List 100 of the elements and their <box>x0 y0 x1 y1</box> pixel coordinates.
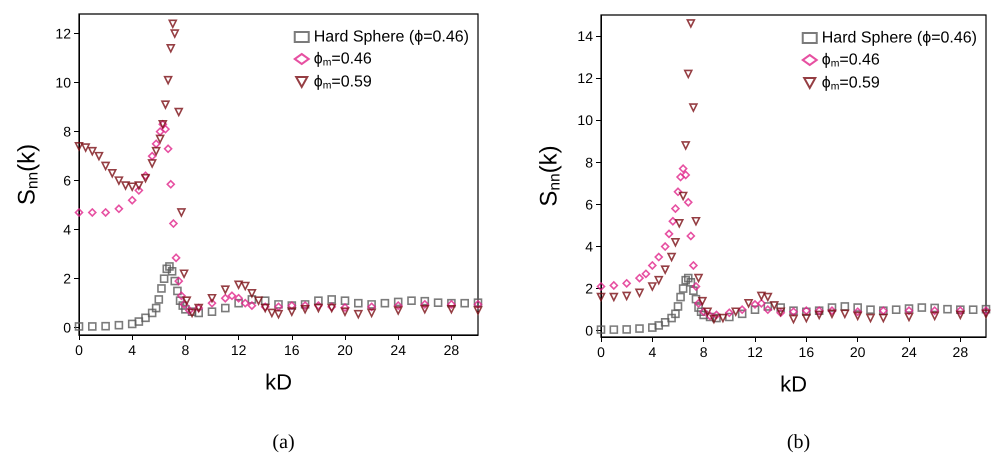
point <box>731 307 740 316</box>
point <box>148 152 156 160</box>
point <box>692 282 700 291</box>
point <box>764 302 772 311</box>
point <box>128 182 136 192</box>
point <box>165 262 174 271</box>
point <box>671 238 680 247</box>
x-tick-label: 16 <box>798 344 814 360</box>
x-tick-label: 28 <box>952 344 968 360</box>
point <box>738 305 746 314</box>
point <box>712 310 721 320</box>
point <box>160 274 168 283</box>
point <box>968 305 978 314</box>
point <box>274 302 283 312</box>
point <box>678 192 688 200</box>
point <box>635 288 644 298</box>
point <box>879 314 888 322</box>
point <box>420 300 430 309</box>
point <box>340 303 350 312</box>
y-tick-label: 4 <box>63 222 72 238</box>
point <box>88 322 97 331</box>
point <box>420 304 430 314</box>
point <box>674 219 684 228</box>
point <box>684 274 693 282</box>
y-tick-label: 0 <box>63 320 72 336</box>
point <box>248 301 256 310</box>
y-tick-label: 10 <box>55 74 72 91</box>
point <box>660 242 670 251</box>
y-tick-label: 12 <box>577 70 594 86</box>
point <box>114 204 124 214</box>
point <box>340 296 350 305</box>
point <box>956 310 965 320</box>
point <box>182 296 192 305</box>
point <box>635 324 644 333</box>
point <box>81 143 90 152</box>
x-axis-title: kD <box>780 372 807 396</box>
point <box>674 187 682 196</box>
point <box>170 29 180 38</box>
point <box>654 321 664 330</box>
point <box>667 314 676 322</box>
point <box>686 278 696 287</box>
point <box>141 314 150 322</box>
point <box>314 296 323 305</box>
point <box>121 181 130 190</box>
point <box>94 152 104 160</box>
point <box>420 296 430 306</box>
x-tick-label: 28 <box>444 342 460 358</box>
x-tick-label: 8 <box>700 344 708 360</box>
point <box>152 140 160 148</box>
legend-label: Hard Sphere (ϕ=0.46) <box>314 28 469 46</box>
point <box>88 208 97 217</box>
point <box>840 310 850 318</box>
point <box>710 314 718 324</box>
x-tick-label: 16 <box>284 342 300 358</box>
x-tick-label: 20 <box>337 342 353 358</box>
y-tick-label: 6 <box>63 172 72 189</box>
point <box>892 305 900 314</box>
point <box>254 296 263 305</box>
point <box>757 292 766 300</box>
y-tick-label: 2 <box>63 270 72 287</box>
point <box>828 310 836 318</box>
point <box>678 164 688 173</box>
point <box>689 261 698 270</box>
point <box>141 174 150 182</box>
point <box>164 76 172 84</box>
point <box>221 285 230 294</box>
y-tick-label: 8 <box>585 154 594 170</box>
point <box>930 304 939 312</box>
legend-label: Hard Sphere (ϕ=0.46) <box>822 30 977 46</box>
point <box>154 295 164 304</box>
x-tick-label: 12 <box>230 342 247 358</box>
point <box>904 304 914 313</box>
y-tick-label: 12 <box>55 26 72 42</box>
y-tick-label: 6 <box>585 196 594 212</box>
point <box>648 282 657 291</box>
point <box>134 186 144 195</box>
point <box>460 298 469 308</box>
point <box>610 281 618 290</box>
point <box>176 296 184 305</box>
text: (b) <box>786 431 810 453</box>
y-tick-label: 8 <box>63 124 72 140</box>
y-axis-title: Snn(k) <box>14 144 42 206</box>
point <box>300 304 310 314</box>
point <box>134 181 144 190</box>
point <box>156 127 164 136</box>
point <box>866 305 875 314</box>
point <box>676 172 685 182</box>
point <box>101 208 110 217</box>
point <box>802 314 811 322</box>
point <box>725 308 734 318</box>
point <box>681 170 690 180</box>
point <box>674 302 682 311</box>
point <box>268 308 276 318</box>
point <box>681 141 690 150</box>
point <box>434 298 442 307</box>
point <box>828 306 836 315</box>
point <box>703 307 712 316</box>
point <box>738 310 746 318</box>
x-tick-label: 8 <box>182 342 190 358</box>
point <box>671 204 680 213</box>
